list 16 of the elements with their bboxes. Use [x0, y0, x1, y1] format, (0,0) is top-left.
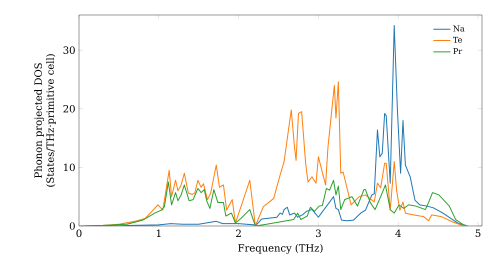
- x-tick-label: 5: [476, 230, 480, 237]
- y-axis-title: Phonon projected DOS (States/THz·primitive cell): [34, 54, 56, 187]
- line-series: [79, 180, 466, 226]
- x-tick-label: 0: [76, 230, 82, 238]
- y-tick-label: 0: [70, 222, 75, 230]
- legend-label: Na: [453, 26, 464, 32]
- y-tick-label: 20: [63, 104, 75, 113]
- x-axis-title: Frequency (THz): [238, 244, 323, 254]
- y-tick-label: 30: [64, 46, 75, 54]
- x-tick-label: 1: [156, 230, 161, 237]
- x-tick-label: 2: [236, 230, 241, 237]
- legend-label: Te: [453, 36, 462, 43]
- legend-label: Pr: [453, 48, 462, 54]
- x-tick-label: 4: [395, 230, 401, 237]
- x-tick-label: 3: [316, 230, 321, 238]
- y-tick-label: 10: [64, 164, 75, 172]
